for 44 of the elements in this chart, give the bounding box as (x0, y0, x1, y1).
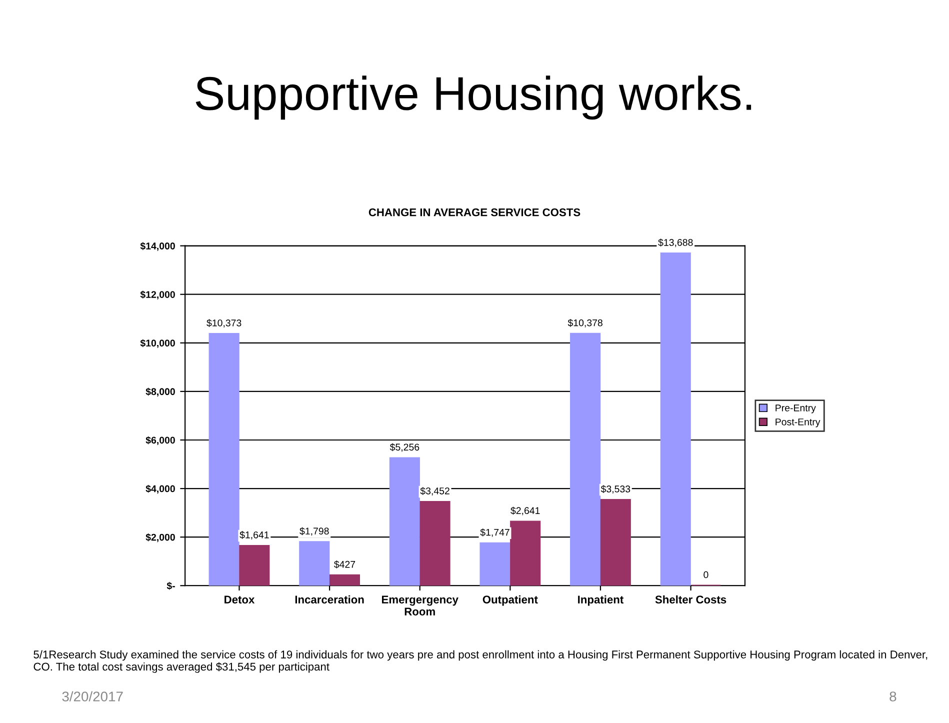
x-tick-label: Detox (224, 596, 255, 604)
bar (660, 252, 691, 586)
bar (480, 542, 510, 586)
data-label: $427 (334, 560, 356, 568)
x-tick-label: Incarceration (295, 595, 364, 604)
bar (329, 574, 360, 586)
data-label: $13,688 (658, 238, 693, 248)
bar (239, 544, 270, 586)
bar (570, 332, 601, 586)
legend-label: Pre-Entry (776, 404, 816, 414)
y-tick-label: $12,000 (140, 290, 175, 300)
y-tick-label: $6,000 (146, 436, 175, 446)
bar (208, 333, 240, 586)
data-label: 0 (704, 571, 708, 578)
data-label: $5,256 (390, 443, 420, 452)
y-tick-label: $4,000 (146, 484, 175, 494)
y-tick-label: $- (166, 582, 175, 590)
legend-label: Post-Entry (776, 418, 820, 428)
bar (299, 541, 330, 586)
x-tick-label: Shelter Costs (655, 595, 726, 604)
data-label: $10,373 (206, 319, 242, 328)
text: 5/1Research Study examined the service costs of 19 individuals for two years pre and post enrollment into a Housing First Permanent Supportive Housing Program located in Denver, CO. The total cost savings averaged $31,545 per participant (34, 650, 928, 673)
bar (600, 499, 631, 586)
y-tick-label: $14,000 (140, 242, 175, 251)
x-tick-label: Inpatient (578, 595, 624, 606)
data-label: $3,452 (420, 487, 450, 496)
data-label: $10,378 (568, 318, 602, 328)
y-tick-label: $8,000 (146, 388, 175, 396)
x-tick-label: Emergergency Room (382, 596, 458, 616)
x-tick-label: Outpatient (482, 595, 538, 606)
bar (389, 457, 420, 586)
data-label: $1,798 (300, 527, 329, 536)
bar (510, 520, 541, 586)
data-label: $1,641 (240, 531, 269, 540)
text: 3/20/2017 (62, 691, 123, 702)
chart-title: Supportive Housing works. (196, 76, 752, 120)
data-label: $1,747 (480, 528, 510, 537)
data-label: $2,641 (510, 506, 540, 516)
text: 8 (890, 692, 896, 702)
data-label: $3,533 (600, 485, 630, 494)
y-tick-label: $10,000 (140, 339, 175, 348)
bar (420, 501, 450, 586)
y-tick-label: $2,000 (146, 533, 175, 542)
chart-subtitle: CHANGE IN AVERAGE SERVICE COSTS (368, 208, 580, 216)
